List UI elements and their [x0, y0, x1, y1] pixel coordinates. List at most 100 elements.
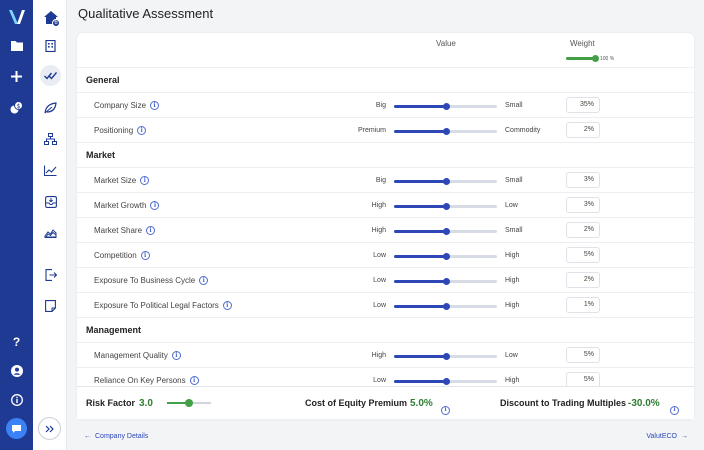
folder-icon[interactable] — [7, 36, 26, 55]
cost-of-equity-value: 5.0% — [410, 398, 433, 409]
slider-knob[interactable] — [442, 303, 450, 310]
value-slider[interactable] — [394, 253, 497, 260]
slider-knob[interactable] — [442, 103, 450, 110]
total-weight-slider[interactable] — [566, 55, 599, 62]
value-column-header: Value — [436, 39, 456, 48]
slider-fill — [394, 230, 446, 233]
info-icon[interactable]: i — [222, 301, 232, 310]
info-icon[interactable] — [7, 390, 26, 409]
row-label-text: Market Growth — [94, 201, 147, 210]
weight-input[interactable]: 2% — [566, 122, 600, 138]
user-icon[interactable] — [7, 361, 26, 380]
low-label: Big — [375, 102, 386, 109]
info-icon[interactable]: i — [140, 251, 150, 260]
export-icon[interactable] — [40, 264, 61, 285]
slider-knob[interactable] — [442, 278, 450, 285]
weight-input[interactable]: 3% — [566, 197, 600, 213]
slider-knob[interactable] — [442, 253, 450, 260]
arrow-right-icon: → — [681, 433, 688, 440]
section-rail: 6 — [33, 0, 67, 450]
row-positioning: Positioning i Premium Commodity 2% — [77, 117, 694, 142]
slider-fill — [394, 130, 446, 133]
row-label-text: Positioning — [94, 126, 134, 135]
value-slider[interactable] — [394, 303, 497, 310]
high-label: High — [505, 252, 520, 259]
row-competition: Competition i Low High 5% — [77, 242, 694, 267]
slider-knob[interactable] — [442, 178, 450, 185]
weight-input[interactable]: 5% — [566, 347, 600, 363]
discount-info-icon[interactable]: i — [670, 398, 679, 416]
app-rail: $ ? — [0, 0, 33, 450]
value-slider[interactable] — [394, 353, 497, 360]
value-slider[interactable] — [394, 228, 497, 235]
value-slider[interactable] — [394, 178, 497, 185]
slider-knob[interactable] — [442, 228, 450, 235]
risk-factor-label: Risk Factor — [86, 398, 136, 408]
help-icon[interactable]: ? — [12, 334, 21, 349]
weight-input[interactable]: 5% — [566, 247, 600, 263]
logo-icon[interactable] — [7, 7, 27, 27]
info-icon[interactable]: i — [150, 101, 160, 110]
total-weight-value: 100 % — [600, 56, 615, 62]
section-title: Market — [86, 150, 116, 160]
section-title: Management — [86, 325, 142, 335]
checklist-icon[interactable] — [40, 65, 61, 86]
high-label: Small — [505, 177, 523, 184]
value-slider[interactable] — [394, 378, 497, 385]
info-icon[interactable]: i — [137, 126, 147, 135]
risk-factor-slider[interactable] — [167, 399, 211, 407]
discount-value: -30.0% — [628, 398, 660, 409]
building-icon[interactable] — [40, 35, 61, 56]
inbox-icon[interactable] — [40, 191, 61, 212]
weight-input[interactable]: 2% — [566, 222, 600, 238]
info-icon[interactable]: i — [140, 176, 150, 185]
low-label: High — [371, 352, 386, 359]
row-company-size: Company Size i Big Small 35% — [77, 92, 694, 117]
chat-icon[interactable] — [6, 418, 27, 439]
summary-bar: Risk Factor 3.0 Cost of Equity Premium 5… — [77, 386, 694, 419]
line-chart-icon[interactable] — [40, 160, 61, 181]
row-label: Exposure To Business Cycle i — [94, 276, 209, 285]
slider-knob[interactable] — [442, 128, 450, 135]
prev-link-label: Company Details — [95, 433, 149, 440]
section-title: General — [86, 75, 120, 85]
money-icon[interactable]: $ — [7, 98, 26, 117]
row-market-size: Market Size i Big Small 3% — [77, 167, 694, 192]
info-icon[interactable]: i — [189, 376, 199, 385]
assessment-card: Value Weight 100 % General Company Size i B… — [77, 33, 694, 419]
slider-knob[interactable] — [442, 378, 450, 385]
info-icon[interactable]: i — [171, 351, 181, 360]
cost-of-equity-info-icon[interactable]: i — [441, 398, 450, 416]
slider-knob[interactable] — [592, 55, 599, 62]
prev-link[interactable]: ← Company Details — [84, 433, 148, 440]
slider-knob[interactable] — [442, 353, 450, 360]
slider-knob[interactable] — [442, 203, 450, 210]
home-icon[interactable]: 6 — [40, 7, 61, 28]
leaf-icon[interactable] — [40, 97, 61, 118]
value-slider[interactable] — [394, 203, 497, 210]
weight-input[interactable]: 1% — [566, 297, 600, 313]
row-market-share: Market Share i High Small 2% — [77, 217, 694, 242]
value-slider[interactable] — [394, 278, 497, 285]
weight-input[interactable]: 2% — [566, 272, 600, 288]
weight-input[interactable]: 3% — [566, 172, 600, 188]
next-link-label: ValutECO — [646, 433, 677, 440]
info-icon[interactable]: i — [150, 201, 160, 210]
plus-icon[interactable] — [7, 67, 26, 86]
area-chart-icon[interactable] — [40, 222, 61, 243]
section-management: Management — [77, 317, 694, 342]
info-icon[interactable]: i — [146, 226, 156, 235]
value-slider[interactable] — [394, 103, 497, 110]
value-slider[interactable] — [394, 128, 497, 135]
weight-input[interactable]: 35% — [566, 97, 600, 113]
next-link[interactable]: ValutECO → — [646, 433, 688, 440]
note-icon[interactable] — [40, 295, 61, 316]
org-chart-icon[interactable] — [40, 128, 61, 149]
row-label-text: Market Size — [94, 176, 137, 185]
row-label-text: Company Size — [94, 101, 147, 110]
low-label: Big — [375, 177, 386, 184]
low-label: Low — [373, 252, 386, 259]
info-icon[interactable]: i — [199, 276, 209, 285]
expand-icon[interactable] — [38, 417, 61, 440]
slider-knob[interactable] — [185, 399, 193, 407]
